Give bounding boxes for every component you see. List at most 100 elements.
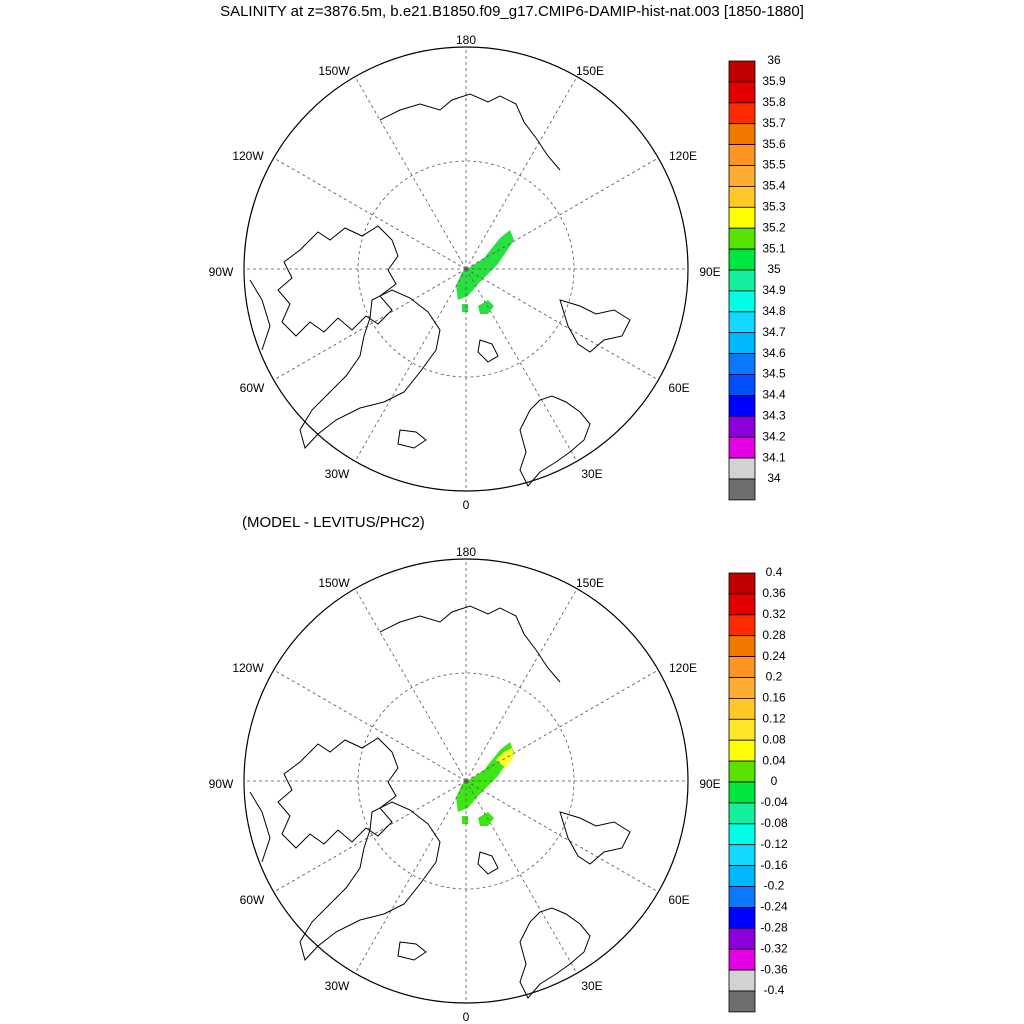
colorbar-box <box>728 677 756 699</box>
colorbar-label: 35.2 <box>762 220 786 234</box>
colorbar-box <box>728 656 756 678</box>
longitude-label: 150W <box>318 64 350 78</box>
meridian-line <box>273 157 467 270</box>
meridian-line <box>465 780 659 893</box>
field-patch-main <box>456 230 514 300</box>
colorbar-box <box>728 572 756 595</box>
colorbar-box <box>728 206 756 229</box>
colorbar-label: 0.08 <box>762 732 786 746</box>
meridian-line <box>465 76 578 270</box>
meridian-line <box>465 268 578 462</box>
meridian-line <box>465 780 578 974</box>
colorbar-box <box>728 144 756 166</box>
coastline <box>249 279 271 351</box>
colorbar-box <box>728 906 756 929</box>
longitude-label: 120E <box>669 149 697 163</box>
coastline <box>277 737 399 849</box>
difference-subtitle: (MODEL - LEVITUS/PHC2) <box>242 514 425 531</box>
colorbar-box <box>728 697 756 720</box>
longitude-label: 180 <box>456 33 476 47</box>
colorbar-box <box>728 844 756 867</box>
colorbar-label: 0.16 <box>762 691 786 705</box>
graticule <box>244 559 688 1003</box>
colorbar-box <box>728 185 756 208</box>
colorbar-box <box>728 948 756 971</box>
colorbar-box <box>728 457 756 480</box>
colorbar-label: 34.4 <box>762 388 786 402</box>
longitude-label: 90E <box>699 265 720 279</box>
colorbar-label: -0.2 <box>764 879 785 893</box>
colorbar-label: 34.8 <box>762 304 786 318</box>
colorbar-label: 36 <box>767 53 781 67</box>
colorbar-label: 0 <box>771 774 778 788</box>
longitude-label: 0 <box>463 498 470 512</box>
salinity-polar-map: 180 150E 120E 90E 60E 30E 0 30W 60W 90W 120W 150W 36… <box>209 33 786 512</box>
longitude-label: 150E <box>576 576 604 590</box>
coastlines <box>249 605 631 999</box>
longitude-label: 60W <box>240 893 265 907</box>
colorbar: 36 35.9 35.8 35.7 35.6 35.5 35.4 35.3 35.2 35.1 35… <box>728 53 786 501</box>
coastline <box>397 941 427 961</box>
colorbar-label: -0.16 <box>760 858 788 872</box>
coastline <box>397 429 427 449</box>
colorbar-box <box>728 123 756 145</box>
coastline <box>299 289 441 449</box>
longitude-label: 60E <box>668 381 689 395</box>
colorbar-label: 35 <box>767 262 781 276</box>
colorbar-label: -0.32 <box>760 941 788 955</box>
coastline <box>519 395 591 487</box>
colorbar-box <box>728 802 756 825</box>
salinity-field <box>456 230 514 314</box>
colorbar-box <box>728 614 756 637</box>
longitude-label: 30E <box>581 979 602 993</box>
colorbar-label: 34.2 <box>762 429 786 443</box>
meridian-line <box>273 268 467 381</box>
colorbar-label: -0.36 <box>760 962 788 976</box>
meridian-line <box>354 268 467 462</box>
colorbar-box <box>728 248 756 271</box>
colorbar-box <box>728 60 756 83</box>
colorbar-label: 0.36 <box>762 586 786 600</box>
field-patch-small <box>478 300 494 314</box>
coastline <box>477 339 499 363</box>
colorbar-label: 0.32 <box>762 607 786 621</box>
colorbar-label: -0.12 <box>760 837 788 851</box>
colorbar-label: 34.3 <box>762 408 786 422</box>
meridian-line <box>273 669 467 782</box>
meridian-line <box>354 780 467 974</box>
colorbar-box <box>728 290 756 313</box>
longitude-label: 150W <box>318 576 350 590</box>
colorbar-box <box>728 739 756 762</box>
meridian-line <box>465 669 659 782</box>
colorbar-label: 0.04 <box>762 753 786 767</box>
colorbar-label: 0.2 <box>766 670 783 684</box>
longitude-label: 90E <box>699 777 720 791</box>
colorbar-box <box>728 332 756 355</box>
colorbar-label: 34.1 <box>762 450 786 464</box>
colorbar-box <box>728 269 756 292</box>
meridian-line <box>465 157 659 270</box>
longitude-label: 60W <box>240 381 265 395</box>
salinity-panel: 180 150E 120E 90E 60E 30E 0 30W 60W 90W 120W 150W 36… <box>209 33 786 512</box>
longitude-label: 150E <box>576 64 604 78</box>
colorbar-box <box>728 311 756 334</box>
longitude-label: 90W <box>209 777 234 791</box>
coastline <box>379 605 561 683</box>
colorbar-label: 35.1 <box>762 241 786 255</box>
coastline <box>559 299 631 353</box>
colorbar-label: 0.28 <box>762 628 786 642</box>
difference-panel: 180 150E 120E 90E 60E 30E 0 30W 60W 90W 120W 150W 0.… <box>0 512 1024 1024</box>
longitude-label: 0 <box>463 1010 470 1024</box>
colorbar-label: 35.4 <box>762 179 786 193</box>
field-patch-small <box>478 812 494 826</box>
field-patch-small <box>462 304 468 312</box>
colorbar-box <box>728 227 756 250</box>
colorbar-box <box>728 374 756 396</box>
longitude-label: 120W <box>232 661 264 675</box>
colorbar-box <box>728 102 756 125</box>
coastlines <box>249 93 631 487</box>
colorbar-label: -0.28 <box>760 920 788 934</box>
field-patch-small <box>462 816 468 824</box>
colorbar-box <box>728 760 756 783</box>
meridian-line <box>273 780 467 893</box>
